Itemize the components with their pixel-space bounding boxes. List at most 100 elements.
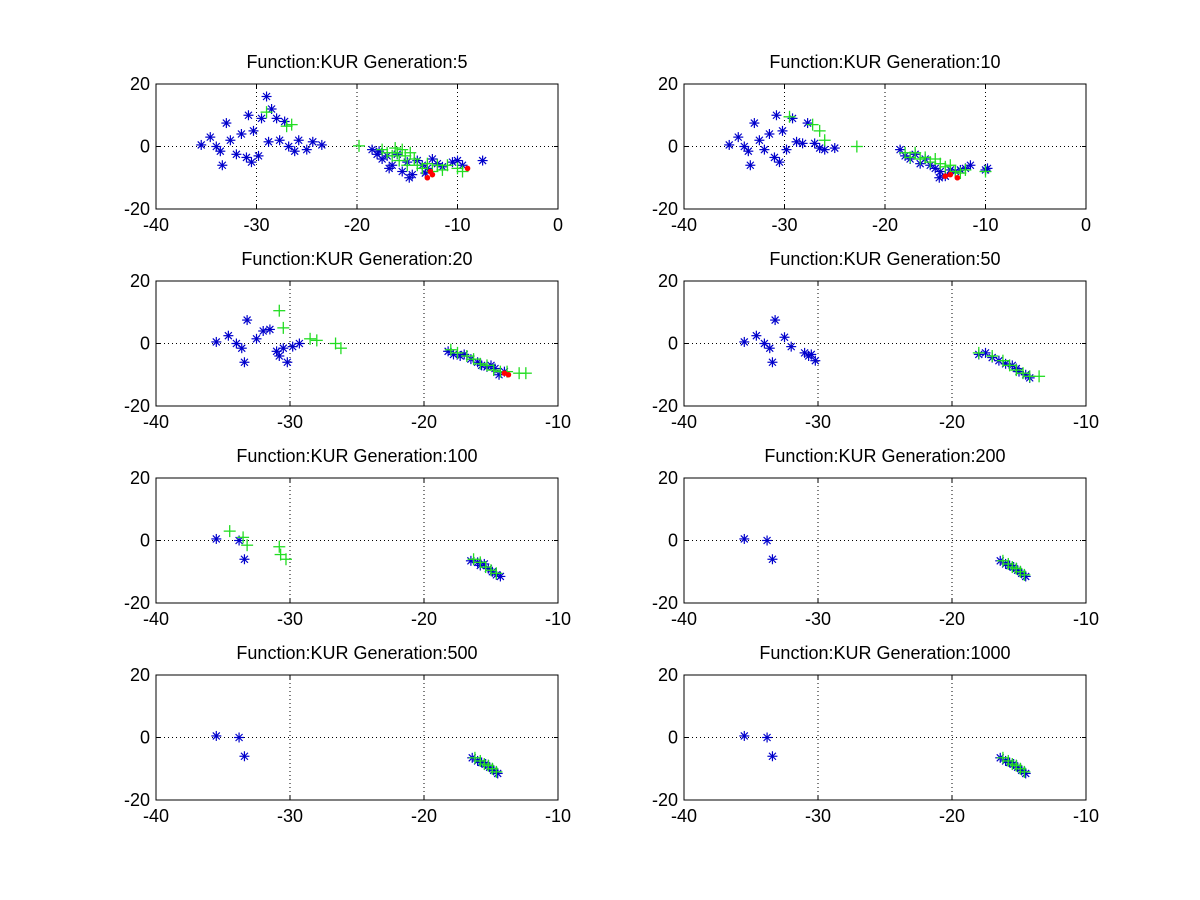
star-marker [764,343,775,354]
y-tick-label: -20 [652,396,678,416]
x-tick-label: -40 [671,609,697,629]
plus-marker [467,553,480,566]
star-marker [492,768,503,779]
plus-marker [480,359,493,372]
plus-marker [904,151,917,164]
star-marker [274,351,285,361]
y-tick-label: 20 [130,665,150,685]
star-marker [754,135,765,146]
x-tick-label: -40 [671,806,697,826]
plus-marker [399,149,412,162]
star-marker [301,144,312,155]
star-marker [289,146,300,157]
star-marker [258,326,269,336]
y-tick-label: -20 [652,199,678,219]
subplot-6: -40 -30 -20 -10 20 0 -20 Function:KUR Generatio… [652,446,1099,629]
x-tick-label: -20 [411,412,437,432]
x-tick-label: -40 [143,609,169,629]
star-marker [377,154,388,164]
subplot-1: -40 -30 -20 -10 0 20 0 -20 Function:KUR Generati… [124,52,563,235]
subplot-title: Function:KUR Generation:500 [236,643,477,663]
plus-marker [986,350,999,362]
subplot-title: Function:KUR Generation:10 [769,52,1000,72]
plus-marker [1033,370,1046,383]
data-points [211,304,532,380]
plus-marker [389,142,402,155]
star-marker [759,144,770,155]
star-marker [397,166,408,177]
plus-marker [474,556,487,569]
plus-marker [280,120,293,133]
subplot-title: Function:KUR Generation:20 [241,249,472,269]
y-tick-label: 20 [658,74,678,94]
y-tick-label: 20 [658,468,678,488]
star-marker [239,554,250,565]
x-tick-label: -40 [143,412,169,432]
plus-marker [783,110,796,123]
star-marker [767,751,778,762]
star-marker [477,155,488,166]
subplot-8: -40 -30 -20 -10 20 0 -20 Function:KUR Generatio… [652,643,1099,826]
plus-marker [996,354,1009,367]
star-marker [196,139,207,150]
x-tick-label: -20 [411,609,437,629]
plus-marker [934,157,947,170]
plus-marker [996,554,1009,567]
plus-marker [285,118,298,131]
x-tick-label: -10 [1073,412,1099,432]
plus-marker [416,162,429,175]
plus-marker [393,154,406,167]
plus-marker [386,149,399,162]
plus-marker [1003,359,1016,372]
x-tick-label: -30 [277,609,303,629]
star-marker [253,150,264,161]
y-tick-label: 0 [140,728,150,748]
star-marker [770,315,781,326]
y-tick-label: 0 [668,531,678,551]
x-tick-label: -10 [545,412,571,432]
x-tick-label: -30 [805,609,831,629]
plus-marker [485,564,497,577]
star-marker [797,138,808,149]
y-tick-label: 0 [668,137,678,157]
star-marker [307,136,318,147]
x-tick-label: -20 [344,215,370,235]
subplot-title: Function:KUR Generation:100 [236,446,477,466]
star-marker [934,172,945,183]
y-tick-label: -20 [124,790,150,810]
y-tick-label: -20 [124,199,150,219]
x-tick-label: -20 [939,806,965,826]
star-marker [459,349,470,360]
plus-marker [899,146,912,159]
star-marker [739,730,750,741]
dot-marker [427,168,434,175]
x-tick-label: -10 [1073,609,1099,629]
data-points [739,533,1031,582]
plus-marker [329,337,342,350]
star-marker [777,125,788,136]
star-marker [810,355,821,366]
plus-marker [850,140,863,153]
star-marker [282,357,293,368]
star-marker [791,136,802,147]
plus-marker [421,157,434,170]
star-marker [215,146,226,157]
plus-marker [408,153,421,165]
plus-marker [411,159,424,172]
star-marker [762,535,773,546]
star-marker [814,143,825,154]
star-marker [384,163,395,174]
star-marker [264,324,275,335]
dot-marker [464,165,471,172]
plus-marker [279,553,292,566]
y-tick-label: 20 [130,74,150,94]
star-marker [806,349,817,360]
star-marker [733,132,744,143]
x-tick-label: -20 [939,609,965,629]
plus-marker [396,143,409,156]
star-marker [819,144,830,155]
star-marker [239,357,250,368]
subplot-title: Function:KUR Generation:1000 [759,643,1010,663]
star-marker [274,135,285,146]
plus-marker [273,540,286,553]
